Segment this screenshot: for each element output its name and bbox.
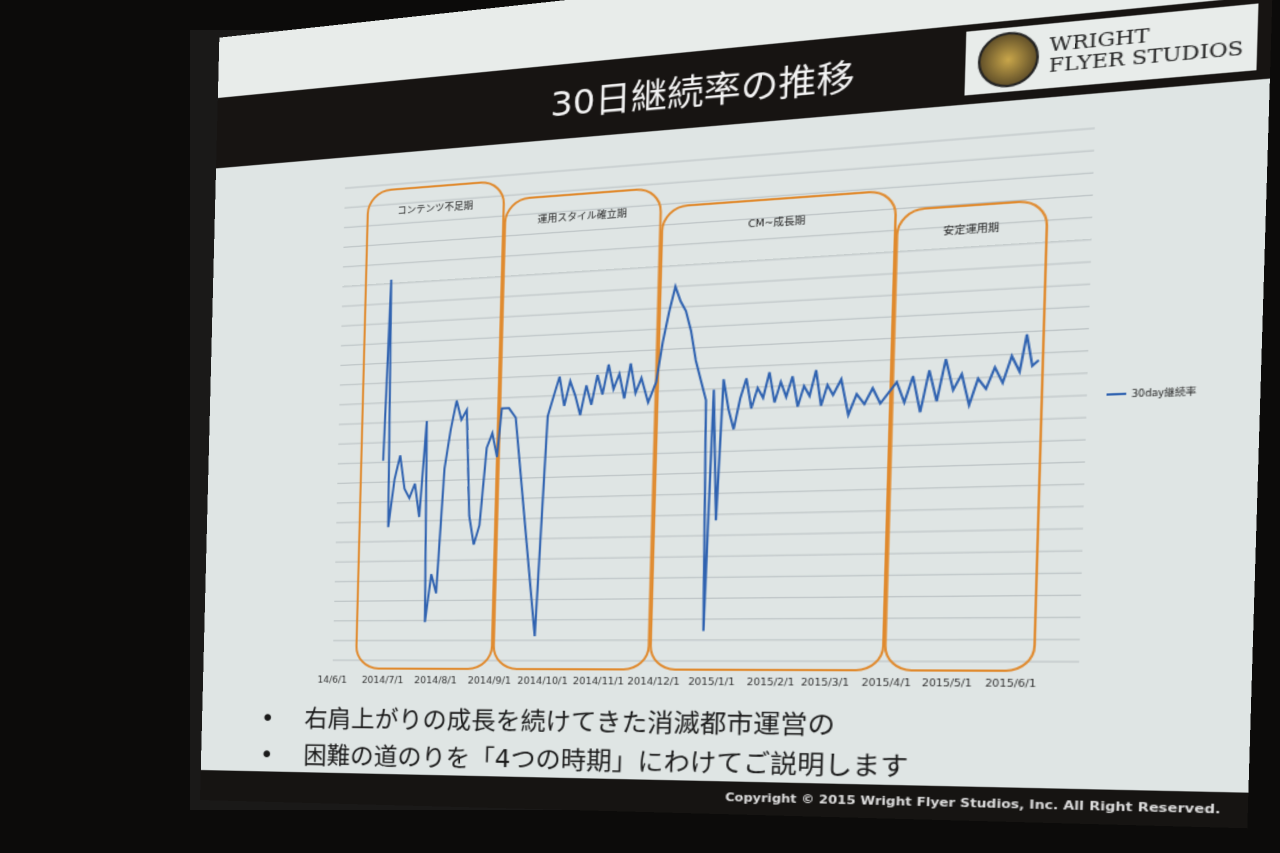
gridline <box>342 262 1091 307</box>
slide: 30日継続率の推移 WRIGHT FLYER STUDIOS 14/6/1 2014… <box>200 0 1275 829</box>
gridline <box>335 573 1082 582</box>
gridline <box>334 595 1081 601</box>
gridline <box>334 617 1081 621</box>
x-tick-label: 2014/12/1 <box>627 677 679 688</box>
gridline <box>341 284 1090 326</box>
gridline <box>344 173 1094 228</box>
x-tick-label: 2015/3/1 <box>801 678 850 690</box>
logo-seal-icon <box>977 29 1040 90</box>
x-tick-label: 2014/7/1 <box>362 676 404 687</box>
period-label: 運用スタイル確立期 <box>537 206 627 225</box>
x-tick-label: 2015/6/1 <box>985 679 1037 691</box>
x-tick-label: 2014/10/1 <box>517 676 568 687</box>
x-tick-label: 2014/8/1 <box>414 676 457 687</box>
period-label: 安定運用期 <box>943 220 1000 238</box>
legend-swatch <box>1107 394 1127 395</box>
x-tick-label: 2015/1/1 <box>688 677 735 688</box>
gridline <box>340 329 1089 366</box>
x-tick-label: 2015/4/1 <box>862 678 912 690</box>
gridline <box>341 306 1090 345</box>
gridline <box>336 529 1083 543</box>
x-tick-label: 2015/5/1 <box>922 678 973 690</box>
gridline <box>340 351 1088 385</box>
gridline <box>336 506 1083 522</box>
gridline <box>333 660 1079 662</box>
legend-label: 30day継続率 <box>1131 385 1196 399</box>
x-tick-label: 2015/2/1 <box>747 677 795 688</box>
period-label: CM~成長期 <box>748 213 806 230</box>
x-tick-label: 2014/9/1 <box>468 676 512 687</box>
period-box <box>356 181 505 669</box>
period-box <box>885 200 1048 671</box>
gridline <box>342 240 1091 287</box>
gridline <box>335 551 1082 562</box>
retention-chart: 14/6/1 2014/7/1 2014/8/1 2014/9/1 2014/10/1 2… <box>317 93 1197 691</box>
period-box <box>493 188 661 670</box>
x-tick-label: 2014/11/1 <box>573 677 625 688</box>
x-tick-label: 14/6/1 <box>317 675 347 686</box>
period-label: コンテンツ不足期 <box>397 200 473 217</box>
gridline <box>333 640 1080 641</box>
